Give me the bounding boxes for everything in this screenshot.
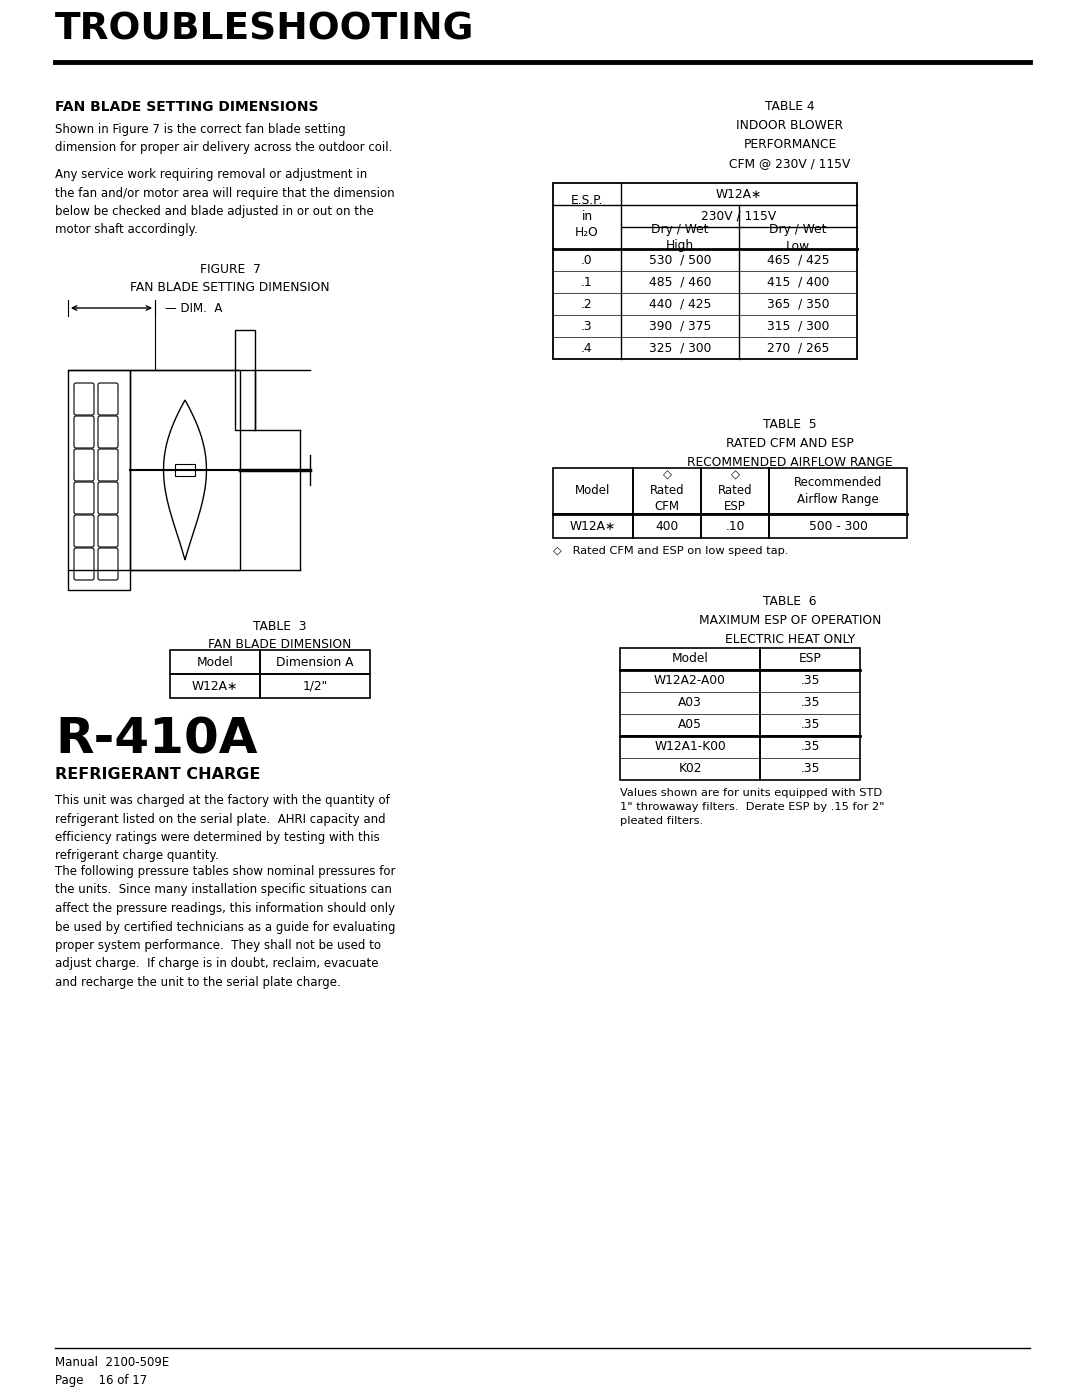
Text: TABLE  3
FAN BLADE DIMENSION: TABLE 3 FAN BLADE DIMENSION (208, 620, 352, 651)
Text: W12A2-A00: W12A2-A00 (654, 675, 726, 687)
Text: W12A1-K00: W12A1-K00 (654, 740, 726, 753)
Bar (760, 648, 860, 671)
Text: Page    16 of 17: Page 16 of 17 (55, 1375, 147, 1387)
Text: 440  / 425: 440 / 425 (649, 298, 712, 310)
Text: W12A∗: W12A∗ (570, 520, 616, 532)
Text: 365  / 350: 365 / 350 (767, 298, 829, 310)
Bar (769, 468, 907, 514)
Bar (68, 370, 130, 590)
Bar (260, 673, 370, 698)
Text: .35: .35 (800, 763, 820, 775)
Text: This unit was charged at the factory with the quantity of
refrigerant listed on : This unit was charged at the factory wit… (55, 793, 390, 862)
Text: A05: A05 (678, 718, 702, 732)
Text: 400: 400 (656, 520, 678, 532)
Text: 1/2": 1/2" (302, 679, 327, 693)
Text: TROUBLESHOOTING: TROUBLESHOOTING (55, 13, 474, 47)
Text: Manual  2100-509E: Manual 2100-509E (55, 1356, 170, 1369)
Bar (175, 464, 195, 476)
Text: Dry / Wet
Low: Dry / Wet Low (769, 224, 827, 253)
Text: ◇
Rated
ESP: ◇ Rated ESP (718, 468, 753, 514)
Text: .35: .35 (800, 697, 820, 710)
Text: .35: .35 (800, 740, 820, 753)
Text: Dimension A: Dimension A (276, 655, 354, 669)
Text: Dry / Wet
High: Dry / Wet High (651, 224, 708, 253)
Bar (701, 514, 769, 538)
Bar (760, 736, 860, 780)
Text: 465  / 425: 465 / 425 (767, 253, 829, 267)
Text: 325  / 300: 325 / 300 (649, 341, 712, 355)
Text: ◇   Rated CFM and ESP on low speed tap.: ◇ Rated CFM and ESP on low speed tap. (553, 546, 788, 556)
Text: TABLE 4
INDOOR BLOWER
PERFORMANCE
CFM @ 230V / 115V: TABLE 4 INDOOR BLOWER PERFORMANCE CFM @ … (729, 101, 851, 170)
Text: REFRIGERANT CHARGE: REFRIGERANT CHARGE (55, 767, 260, 782)
Bar (553, 468, 633, 514)
Bar (260, 650, 370, 673)
Text: Model: Model (672, 652, 708, 665)
Text: Shown in Figure 7 is the correct fan blade setting
dimension for proper air deli: Shown in Figure 7 is the correct fan bla… (55, 123, 392, 155)
Text: .1: .1 (581, 275, 593, 289)
Bar (701, 468, 769, 514)
Text: ◇
Rated
CFM: ◇ Rated CFM (650, 468, 685, 514)
Text: Recommended
Airflow Range: Recommended Airflow Range (794, 476, 882, 506)
Text: 530  / 500: 530 / 500 (649, 253, 712, 267)
Text: 390  / 375: 390 / 375 (649, 320, 712, 332)
Text: FIGURE  7
FAN BLADE SETTING DIMENSION: FIGURE 7 FAN BLADE SETTING DIMENSION (131, 263, 329, 293)
Text: K02: K02 (678, 763, 702, 775)
Text: A03: A03 (678, 697, 702, 710)
Bar (235, 330, 255, 430)
Bar (170, 650, 260, 673)
Bar (553, 514, 633, 538)
Bar (769, 514, 907, 538)
Text: .3: .3 (581, 320, 593, 332)
Text: E.S.P.
in
H₂O: E.S.P. in H₂O (570, 194, 604, 239)
Text: Values shown are for units equipped with STD
1" throwaway filters.  Derate ESP b: Values shown are for units equipped with… (620, 788, 885, 826)
Text: 415  / 400: 415 / 400 (767, 275, 829, 289)
Text: FAN BLADE SETTING DIMENSIONS: FAN BLADE SETTING DIMENSIONS (55, 101, 319, 115)
Bar (633, 468, 701, 514)
Text: Any service work requiring removal or adjustment in
the fan and/or motor area wi: Any service work requiring removal or ad… (55, 168, 394, 236)
Text: .0: .0 (581, 253, 593, 267)
Text: — DIM.  A: — DIM. A (165, 302, 222, 314)
Text: .35: .35 (800, 718, 820, 732)
Text: 500 - 300: 500 - 300 (809, 520, 867, 532)
Bar (620, 736, 760, 780)
Text: 270  / 265: 270 / 265 (767, 341, 829, 355)
Bar (553, 183, 858, 359)
Bar (620, 671, 760, 736)
Text: TABLE  5
RATED CFM AND ESP
RECOMMENDED AIRFLOW RANGE: TABLE 5 RATED CFM AND ESP RECOMMENDED AI… (687, 418, 893, 469)
Text: .35: .35 (800, 675, 820, 687)
Bar (760, 671, 860, 736)
Text: The following pressure tables show nominal pressures for
the units.  Since many : The following pressure tables show nomin… (55, 865, 395, 989)
Text: Model: Model (576, 485, 610, 497)
Text: 485  / 460: 485 / 460 (649, 275, 712, 289)
Text: .10: .10 (726, 520, 745, 532)
Text: 315  / 300: 315 / 300 (767, 320, 829, 332)
Text: ESP: ESP (798, 652, 822, 665)
Text: TABLE  6
MAXIMUM ESP OF OPERATION
ELECTRIC HEAT ONLY: TABLE 6 MAXIMUM ESP OF OPERATION ELECTRI… (699, 595, 881, 645)
Bar (170, 673, 260, 698)
Text: .2: .2 (581, 298, 593, 310)
Text: 230V / 115V: 230V / 115V (701, 210, 777, 222)
Bar (620, 648, 760, 671)
Text: W12A∗: W12A∗ (716, 187, 762, 201)
Text: Model: Model (197, 655, 233, 669)
Bar (130, 370, 240, 570)
Text: R-410A: R-410A (55, 715, 257, 763)
Text: W12A∗: W12A∗ (192, 679, 238, 693)
Bar (633, 514, 701, 538)
Text: .4: .4 (581, 341, 593, 355)
